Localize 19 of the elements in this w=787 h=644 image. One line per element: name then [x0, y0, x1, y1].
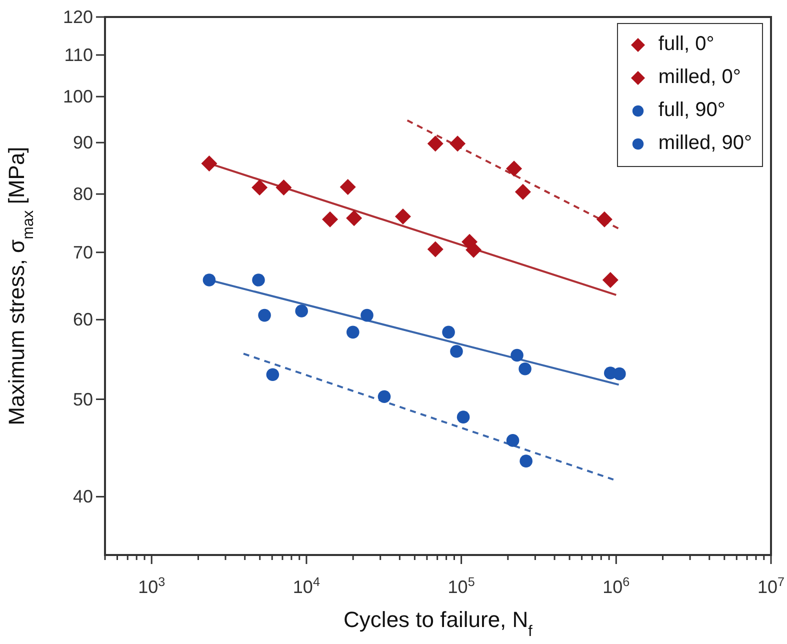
y-tick-label: 80 [72, 184, 93, 204]
y-tick-label: 100 [62, 86, 93, 107]
y-tick-label: 50 [72, 389, 93, 410]
x-axis-title: Cycles to failure, N$_{f}$ [344, 607, 534, 640]
x-tick-label: 10$^{7}$ [757, 575, 785, 597]
x-tick-label: 10$^{3}$ [138, 575, 166, 597]
y-tick-label: 70 [72, 242, 93, 262]
x-tick-label: 10$^{4}$ [292, 575, 320, 597]
y-tick-label: 90 [72, 132, 93, 153]
y-tick-label: 60 [72, 310, 93, 330]
legend-label: milled, 90° [658, 131, 752, 156]
y-tick-label: 110 [64, 44, 93, 65]
y-tick-label: 40 [72, 486, 93, 507]
legend-label: full, 0° [658, 32, 714, 57]
x-tick-label: 10$^{6}$ [602, 575, 630, 597]
y-tick-label: 120 [62, 7, 93, 27]
legend-label: full, 90° [658, 98, 726, 123]
x-tick-label: 10$^{5}$ [448, 575, 475, 597]
legend-label: milled, 0° [658, 65, 741, 90]
